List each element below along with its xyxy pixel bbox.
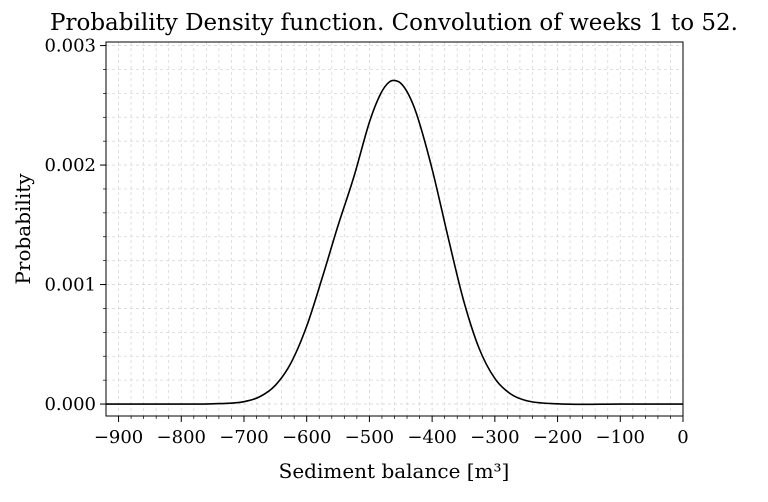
y-tick-label: 0.002 xyxy=(44,155,96,176)
chart-title: Probability Density function. Convolutio… xyxy=(50,10,738,36)
y-tick-label: 0.001 xyxy=(44,275,96,296)
axis-ticks xyxy=(100,45,684,422)
x-tick-label: −700 xyxy=(219,427,268,448)
x-tick-label: 0 xyxy=(677,427,688,448)
x-tick-label: −400 xyxy=(407,427,456,448)
x-tick-label: −100 xyxy=(596,427,645,448)
plot-area xyxy=(106,79,683,406)
x-tick-label: −500 xyxy=(345,427,394,448)
x-axis-title: Sediment balance [m³] xyxy=(279,459,510,483)
x-tick-label: −200 xyxy=(533,427,582,448)
x-tick-label: −800 xyxy=(157,427,206,448)
x-tick-label: −600 xyxy=(282,427,331,448)
y-tick-label: 0.000 xyxy=(44,394,96,415)
x-tick-label: −300 xyxy=(470,427,519,448)
tick-labels: −900 −800 −700 −600 −500 −400 −300 −200 −100 0 0.0… xyxy=(44,36,688,448)
y-tick-label: 0.003 xyxy=(44,36,96,57)
x-tick-label: −900 xyxy=(94,427,143,448)
pdf-curve-series-0 xyxy=(106,79,683,406)
y-axis-title: Probability xyxy=(11,173,35,285)
grid xyxy=(106,42,684,416)
